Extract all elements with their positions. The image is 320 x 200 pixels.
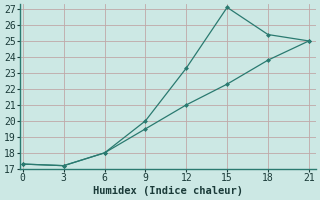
X-axis label: Humidex (Indice chaleur): Humidex (Indice chaleur) [93,186,243,196]
